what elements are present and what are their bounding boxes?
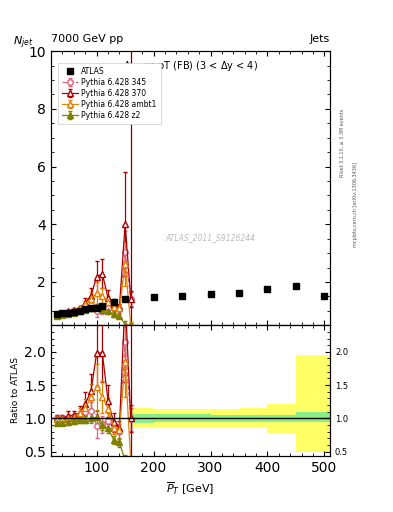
ATLAS: [123, 295, 127, 302]
ATLAS: [294, 283, 298, 289]
X-axis label: $\overline{P}_T$ [GeV]: $\overline{P}_T$ [GeV]: [167, 480, 215, 497]
Y-axis label: $N_{jet}$: $N_{jet}$: [13, 35, 33, 51]
ATLAS: [66, 309, 70, 315]
ATLAS: [180, 293, 184, 299]
ATLAS: [237, 290, 241, 296]
ATLAS: [208, 291, 213, 297]
ATLAS: [83, 306, 88, 312]
Y-axis label: Ratio to ATLAS: Ratio to ATLAS: [11, 357, 20, 423]
ATLAS: [72, 309, 76, 315]
Line: ATLAS: ATLAS: [54, 283, 327, 317]
Text: ATLAS_2011_S9126244: ATLAS_2011_S9126244: [165, 233, 255, 242]
Text: 7000 GeV pp: 7000 GeV pp: [51, 33, 123, 44]
ATLAS: [77, 308, 82, 314]
ATLAS: [94, 305, 99, 311]
ATLAS: [151, 294, 156, 300]
Text: Jets: Jets: [310, 33, 330, 44]
Text: Rivet 3.1.10, ≥ 3.3M events: Rivet 3.1.10, ≥ 3.3M events: [340, 109, 344, 178]
ATLAS: [60, 310, 65, 316]
Legend: ATLAS, Pythia 6.428 345, Pythia 6.428 370, Pythia 6.428 ambt1, Pythia 6.428 z2: ATLAS, Pythia 6.428 345, Pythia 6.428 37…: [58, 63, 161, 123]
ATLAS: [100, 304, 105, 310]
ATLAS: [111, 299, 116, 305]
ATLAS: [265, 286, 270, 292]
ATLAS: [54, 311, 59, 317]
ATLAS: [88, 305, 93, 311]
Text: mcplots.cern.ch [arXiv:1306.3436]: mcplots.cern.ch [arXiv:1306.3436]: [353, 162, 358, 247]
ATLAS: [322, 293, 327, 300]
Text: $N_{jet}$ vs pT (FB) (3 < $\Delta$y < 4): $N_{jet}$ vs pT (FB) (3 < $\Delta$y < 4): [124, 59, 257, 74]
